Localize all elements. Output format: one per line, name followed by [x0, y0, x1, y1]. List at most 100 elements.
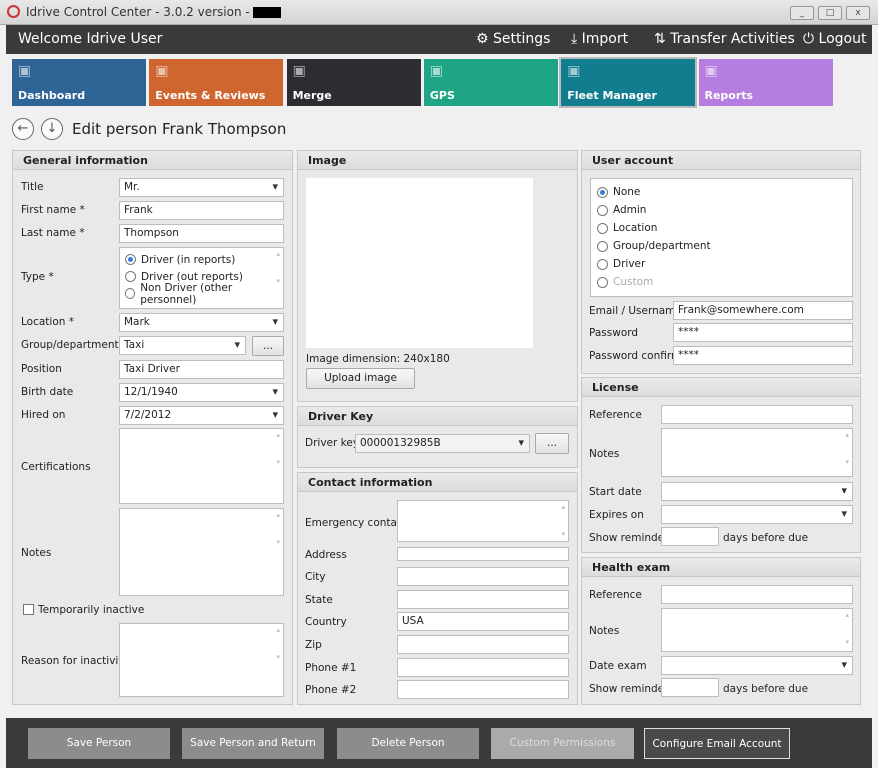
minimize-button[interactable]: _	[790, 6, 814, 20]
phone2-input[interactable]	[397, 680, 569, 699]
role-radio-group: None Admin Location Group/department Driver C…	[590, 178, 853, 297]
password-confirm-input[interactable]: ****	[673, 346, 853, 365]
notes-textarea[interactable]	[119, 508, 284, 596]
health-days-label: days before due	[723, 683, 809, 695]
settings-link[interactable]: ⚙ Settings	[476, 31, 551, 47]
tile-merge[interactable]: ▣ Merge	[286, 59, 421, 106]
email-input[interactable]: Frank@somewhere.com	[673, 301, 853, 320]
panel-header: Image	[298, 151, 577, 170]
tile-events-reviews[interactable]: ▣ Events & Reviews	[149, 59, 284, 106]
city-input[interactable]	[397, 567, 569, 586]
down-button[interactable]: ↓	[41, 118, 63, 140]
radio-non-driver-other-personnel-[interactable]: Non Driver (other personnel)	[125, 282, 278, 306]
location-label: Location *	[21, 316, 74, 328]
transfer-activities-link[interactable]: ⇅ Transfer Activities	[654, 31, 795, 47]
tile-dashboard[interactable]: ▣ Dashboard	[12, 59, 146, 106]
notes-label: Notes	[21, 547, 52, 559]
title-bar: Idrive Control Center - 3.0.2 version - …	[0, 0, 878, 25]
tile-gps[interactable]: ▣ GPS	[423, 59, 558, 106]
save-person-button[interactable]: Save Person	[28, 728, 170, 759]
license-reminder-input[interactable]	[661, 527, 719, 546]
hired-on-picker[interactable]: 7/2/2012	[119, 406, 284, 425]
start-date-picker[interactable]	[661, 482, 853, 501]
radio-location[interactable]: Location	[597, 219, 846, 237]
radio-driver-in-reports-[interactable]: Driver (in reports)	[125, 251, 278, 268]
configure-email-button[interactable]: Configure Email Account	[644, 728, 790, 759]
title-select[interactable]: Mr.	[119, 178, 284, 197]
emergency-contact-textarea[interactable]	[397, 500, 569, 542]
start-date-label: Start date	[589, 486, 642, 498]
certifications-textarea[interactable]	[119, 428, 284, 504]
reason-textarea[interactable]	[119, 623, 284, 697]
panel-header: Health exam	[582, 558, 860, 577]
delete-person-button[interactable]: Delete Person	[337, 728, 479, 759]
radio-circle[interactable]	[125, 288, 136, 299]
radio-circle[interactable]	[597, 204, 608, 216]
power-icon: ⏻	[803, 31, 819, 47]
radio-group-department[interactable]: Group/department	[597, 237, 846, 255]
phone1-input[interactable]	[397, 658, 569, 677]
address-input[interactable]	[397, 547, 569, 561]
location-select[interactable]: Mark	[119, 313, 284, 332]
zip-input[interactable]	[397, 635, 569, 654]
radio-circle[interactable]	[125, 271, 136, 282]
radio-circle[interactable]	[597, 276, 608, 288]
radio-circle[interactable]	[597, 222, 608, 234]
date-exam-label: Date exam	[589, 660, 647, 672]
health-reminder-input[interactable]	[661, 678, 719, 697]
country-input[interactable]: USA	[397, 612, 569, 631]
birth-date-picker[interactable]: 12/1/1940	[119, 383, 284, 402]
back-button[interactable]: ←	[12, 118, 34, 140]
radio-custom[interactable]: Custom	[597, 273, 846, 291]
driver-key-more-button[interactable]: ...	[535, 433, 569, 454]
custom-permissions-button[interactable]: Custom Permissions	[491, 728, 634, 759]
license-notes-textarea[interactable]	[661, 428, 853, 477]
type-label: Type *	[21, 271, 54, 283]
radio-circle[interactable]	[125, 254, 136, 265]
position-input[interactable]: Taxi Driver	[119, 360, 284, 379]
chart-icon: ▣	[18, 63, 32, 79]
first-name-input[interactable]: Frank	[119, 201, 284, 220]
emergency-contact-label: Emergency contact	[305, 517, 407, 529]
expires-on-picker[interactable]	[661, 505, 853, 524]
state-input[interactable]	[397, 590, 569, 609]
radio-driver-out-reports-[interactable]: Driver (out reports)	[125, 268, 278, 285]
driver-key-select[interactable]: 00000132985B	[355, 434, 530, 453]
import-link[interactable]: ⤓ Import	[571, 31, 629, 47]
radio-driver[interactable]: Driver	[597, 255, 846, 273]
contact-information-panel: Contact information Emergency contact Ad…	[297, 472, 578, 705]
upload-image-button[interactable]: Upload image	[306, 368, 415, 389]
save-and-return-button[interactable]: Save Person and Return	[182, 728, 324, 759]
password-input[interactable]: ****	[673, 323, 853, 342]
maximize-button[interactable]: □	[818, 6, 842, 20]
image-panel: Image Image dimension: 240x180 Upload im…	[297, 150, 578, 402]
close-button[interactable]: x	[846, 6, 870, 20]
radio-none[interactable]: None	[597, 183, 846, 201]
date-exam-picker[interactable]	[661, 656, 853, 675]
tile-reports[interactable]: ▣ Reports	[698, 59, 833, 106]
download-icon: ⤓	[571, 31, 582, 47]
group-more-button[interactable]: ...	[252, 336, 284, 356]
health-notes-label: Notes	[589, 625, 620, 637]
zip-label: Zip	[305, 639, 322, 651]
country-label: Country	[305, 616, 347, 628]
radio-circle[interactable]	[597, 240, 608, 252]
tile-fleet-manager[interactable]: ▣ Fleet Manager	[559, 57, 698, 108]
last-name-label: Last name *	[21, 227, 85, 239]
license-reference-input[interactable]	[661, 405, 853, 424]
last-name-input[interactable]: Thompson	[119, 224, 284, 243]
group-select[interactable]: Taxi	[119, 336, 246, 355]
panel-header: User account	[582, 151, 860, 170]
health-reminder-label: Show reminder	[589, 683, 669, 695]
radio-admin[interactable]: Admin	[597, 201, 846, 219]
city-label: City	[305, 571, 326, 583]
radio-circle[interactable]	[597, 186, 608, 198]
panel-header: Driver Key	[298, 407, 577, 426]
health-notes-textarea[interactable]	[661, 608, 853, 652]
radio-circle[interactable]	[597, 258, 608, 270]
inactive-checkbox[interactable]	[23, 604, 34, 615]
group-label: Group/department	[21, 339, 119, 351]
panel-header: General information	[13, 151, 292, 170]
health-reference-input[interactable]	[661, 585, 853, 604]
logout-link[interactable]: ⏻ Logout	[803, 31, 867, 47]
